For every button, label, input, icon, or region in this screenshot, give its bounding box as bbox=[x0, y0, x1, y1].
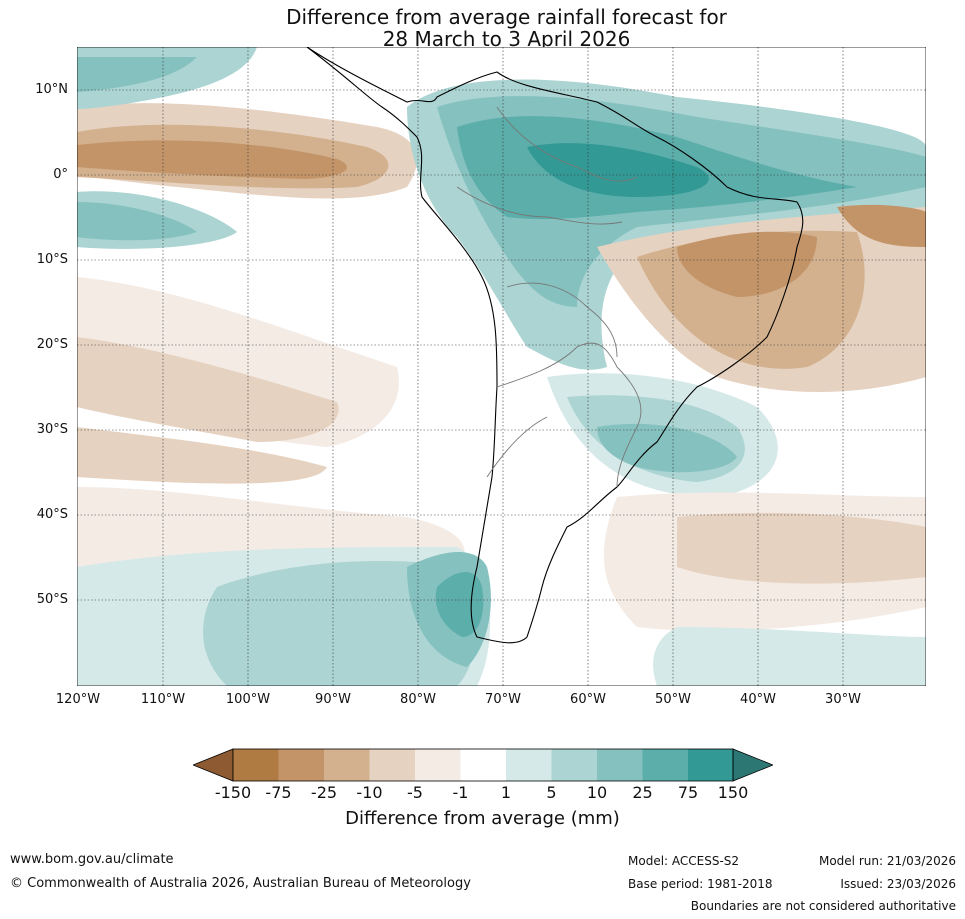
lat-label-10s: 10°S bbox=[36, 252, 68, 267]
colorbar-tick: 75 bbox=[677, 783, 699, 802]
chart-title-line-1: Difference from average rainfall forecas… bbox=[286, 5, 727, 29]
colorbar-bin bbox=[278, 749, 324, 781]
lat-label-10n: 10°N bbox=[35, 82, 68, 97]
website-link[interactable]: www.bom.gov.au/climate bbox=[10, 852, 174, 867]
colorbar-bin bbox=[642, 749, 688, 781]
colorbar-tick: 150 bbox=[717, 783, 749, 802]
anomaly-region bbox=[653, 627, 926, 686]
lat-label-20s: 20°S bbox=[36, 337, 68, 352]
lat-label-30s: 30°S bbox=[36, 422, 68, 437]
colorbar-bin bbox=[506, 749, 552, 781]
rainfall-anomaly-map bbox=[77, 47, 926, 686]
graticule bbox=[77, 47, 926, 686]
colorbar-bin bbox=[233, 749, 279, 781]
colorbar-tick: -1 bbox=[452, 783, 469, 802]
base-period-text: Base period: 1981-2018 bbox=[628, 877, 773, 891]
colorbar-extend-low bbox=[193, 748, 234, 782]
anomaly-region bbox=[597, 423, 737, 473]
lat-label-40s: 40°S bbox=[36, 507, 68, 522]
colorbar-tick: -10 bbox=[356, 783, 383, 802]
lon-label-100w: 100°W bbox=[225, 692, 271, 707]
disclaimer-text: Boundaries are not considered authoritat… bbox=[690, 899, 956, 913]
anomaly-region bbox=[435, 572, 484, 637]
colorbar-tick: -25 bbox=[310, 783, 338, 802]
lat-label-50s: 50°S bbox=[36, 592, 68, 607]
colorbar-tick: 10 bbox=[586, 783, 608, 802]
lon-label-60w: 60°W bbox=[570, 692, 606, 707]
colorbar-label: Difference from average (mm) bbox=[345, 808, 620, 829]
lat-label-0: 0° bbox=[53, 167, 68, 182]
country-borders bbox=[456, 106, 642, 488]
model-text: Model: ACCESS-S2 bbox=[628, 854, 740, 868]
anomaly-region bbox=[527, 143, 709, 197]
anomaly-region bbox=[77, 57, 197, 92]
anomaly-region bbox=[677, 512, 926, 584]
colorbar-bin bbox=[551, 749, 597, 781]
model-run-text: Model run: 21/03/2026 bbox=[818, 854, 956, 868]
anomaly-region bbox=[837, 204, 926, 247]
anomaly-region bbox=[77, 202, 197, 241]
colorbar-bin bbox=[324, 749, 370, 781]
colorbar-tick: -75 bbox=[265, 783, 292, 802]
colorbar-bin bbox=[597, 749, 643, 781]
colorbar-bin bbox=[369, 749, 415, 781]
colorbar-bin bbox=[688, 749, 733, 781]
colorbar-extend-high bbox=[732, 748, 773, 782]
anomaly-region bbox=[677, 231, 817, 297]
lon-label-110w: 110°W bbox=[140, 692, 186, 707]
anomaly-region bbox=[77, 337, 339, 442]
lon-label-120w: 120°W bbox=[55, 692, 101, 707]
copyright-text: © Commonwealth of Australia 2026, Austra… bbox=[10, 876, 471, 891]
chart-title-line-2: 28 March to 3 April 2026 bbox=[382, 27, 631, 51]
colorbar-tick: 5 bbox=[546, 783, 557, 802]
colorbar-tick: 1 bbox=[500, 783, 512, 802]
lon-label-70w: 70°W bbox=[485, 692, 521, 707]
lon-label-30w: 30°W bbox=[825, 692, 861, 707]
anomaly-region bbox=[77, 427, 327, 484]
lon-label-80w: 80°W bbox=[400, 692, 436, 707]
colorbar bbox=[193, 748, 773, 782]
colorbar-tick: -5 bbox=[407, 783, 423, 802]
issued-text: Issued: 23/03/2026 bbox=[840, 877, 956, 891]
colorbar-tick: 25 bbox=[632, 783, 653, 802]
lon-label-40w: 40°W bbox=[740, 692, 776, 707]
colorbar-bin bbox=[460, 749, 506, 781]
colorbar-bin bbox=[415, 749, 461, 781]
colorbar-tick: -150 bbox=[214, 783, 252, 802]
anomaly-region bbox=[77, 140, 347, 179]
lon-label-50w: 50°W bbox=[655, 692, 691, 707]
lon-label-90w: 90°W bbox=[315, 692, 351, 707]
